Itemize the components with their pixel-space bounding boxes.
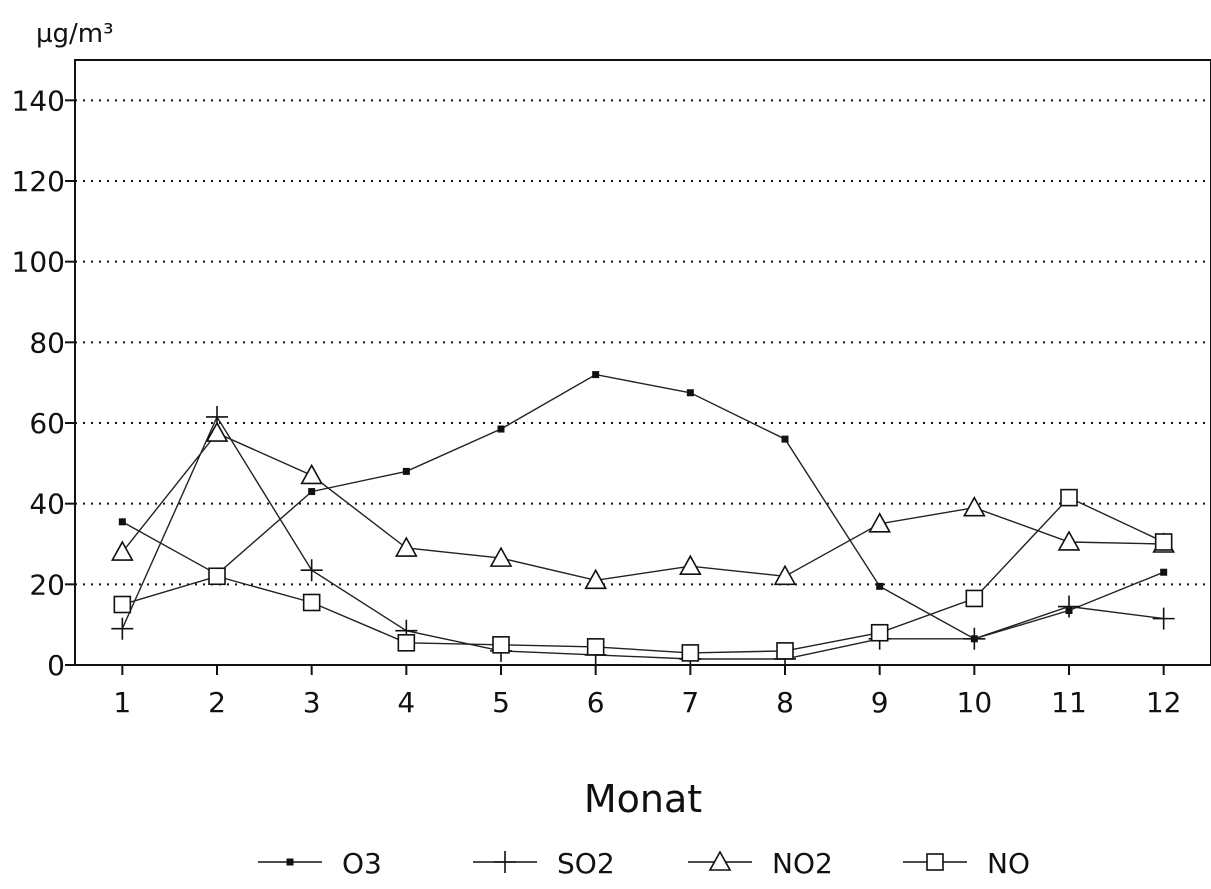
series-so2 [111, 405, 1175, 670]
data-point-no2-5 [489, 546, 513, 567]
data-point-no2-4 [394, 536, 418, 557]
y-tick-label-120: 120 [12, 165, 65, 198]
legend-label-no: NO [987, 847, 1030, 880]
legend-item-no2: NO2 [688, 847, 833, 880]
data-point-o3-9 [876, 582, 884, 590]
x-tick-label-1: 1 [113, 686, 131, 719]
x-tick-label-4: 4 [397, 686, 415, 719]
data-point-o3-12 [1160, 568, 1168, 576]
data-point-no2-1 [110, 540, 134, 561]
data-point-no2-8 [773, 564, 797, 586]
data-point-no-3 [302, 593, 321, 612]
data-point-no-11 [1060, 488, 1078, 507]
data-point-o3-6 [592, 371, 600, 379]
data-point-no2-9 [868, 512, 892, 533]
legend-label-o3: O3 [342, 847, 382, 880]
data-point-so2-10 [963, 627, 986, 650]
y-axis-ticks: 0 20 40 60 80 100 120 140 [12, 84, 75, 682]
data-point-no2-11 [1057, 530, 1081, 551]
legend-item-o3: O3 [258, 847, 382, 880]
legend-marker-so2 [494, 851, 516, 873]
x-tick-label-8: 8 [776, 686, 794, 719]
data-point-so2-11 [1058, 595, 1080, 618]
data-point-no-1 [113, 595, 132, 614]
series-line-so2 [121, 415, 1164, 660]
legend: O3 SO2 NO2 NO [258, 847, 1030, 880]
data-point-no-7 [681, 644, 700, 662]
legend-marker-no [926, 853, 944, 871]
x-tick-label-2: 2 [208, 686, 226, 719]
x-axis-title: Monat [584, 777, 702, 821]
data-point-no2-2 [205, 421, 229, 442]
legend-marker-o3 [286, 858, 294, 866]
data-point-no2-3 [300, 463, 324, 485]
x-tick-label-3: 3 [303, 686, 321, 719]
y-axis-unit-label: µg/m³ [36, 19, 114, 49]
series-line-no [122, 496, 1164, 654]
y-tick-label-100: 100 [12, 246, 65, 279]
x-tick-label-7: 7 [681, 686, 699, 719]
data-point-no-10 [965, 589, 984, 608]
data-point-no-9 [870, 623, 889, 642]
plot-area-frame [74, 59, 1211, 666]
x-tick-label-5: 5 [492, 686, 510, 719]
x-tick-label-6: 6 [587, 686, 605, 719]
series-line-no2 [121, 432, 1164, 582]
legend-marker-no2 [708, 850, 732, 871]
x-tick-label-9: 9 [871, 686, 889, 719]
data-point-o3-3 [308, 488, 316, 496]
data-point-so2-12 [1152, 607, 1175, 630]
y-tick-label-60: 60 [29, 407, 65, 440]
y-tick-label-0: 0 [47, 649, 65, 682]
data-point-no-5 [492, 636, 510, 654]
data-point-no-8 [776, 642, 794, 660]
gridlines [75, 99, 1211, 586]
x-axis-ticks: 1 2 3 4 5 6 7 8 9 10 11 12 [113, 665, 1181, 719]
legend-label-so2: SO2 [557, 847, 615, 880]
series-no [113, 488, 1173, 662]
data-point-no-4 [397, 634, 416, 652]
y-tick-label-20: 20 [29, 568, 65, 601]
data-point-no2-6 [584, 568, 608, 590]
data-point-o3-1 [118, 518, 126, 526]
legend-label-no2: NO2 [772, 847, 833, 880]
y-tick-label-40: 40 [29, 488, 65, 521]
series-o3 [118, 371, 1168, 643]
legend-item-no: NO [903, 847, 1030, 880]
data-point-so2-1 [111, 617, 134, 640]
x-tick-label-10: 10 [957, 686, 993, 719]
data-point-o3-4 [402, 467, 410, 475]
y-tick-label-80: 80 [29, 326, 65, 359]
x-tick-label-11: 11 [1051, 686, 1087, 719]
legend-item-so2: SO2 [473, 847, 615, 880]
y-tick-label-140: 140 [12, 84, 65, 117]
data-point-o3-5 [497, 425, 505, 433]
series-no2 [110, 421, 1176, 590]
data-point-no2-10 [962, 496, 986, 517]
data-point-no2-7 [678, 554, 702, 575]
x-tick-label-12: 12 [1146, 686, 1182, 719]
data-point-no-6 [586, 638, 605, 656]
data-point-no-2 [208, 567, 226, 586]
data-point-o3-8 [781, 435, 789, 443]
series-group [110, 371, 1176, 670]
data-point-o3-7 [686, 389, 694, 397]
data-point-no-12 [1154, 533, 1173, 551]
data-point-so2-3 [300, 559, 323, 582]
series-line-o3 [121, 373, 1164, 640]
